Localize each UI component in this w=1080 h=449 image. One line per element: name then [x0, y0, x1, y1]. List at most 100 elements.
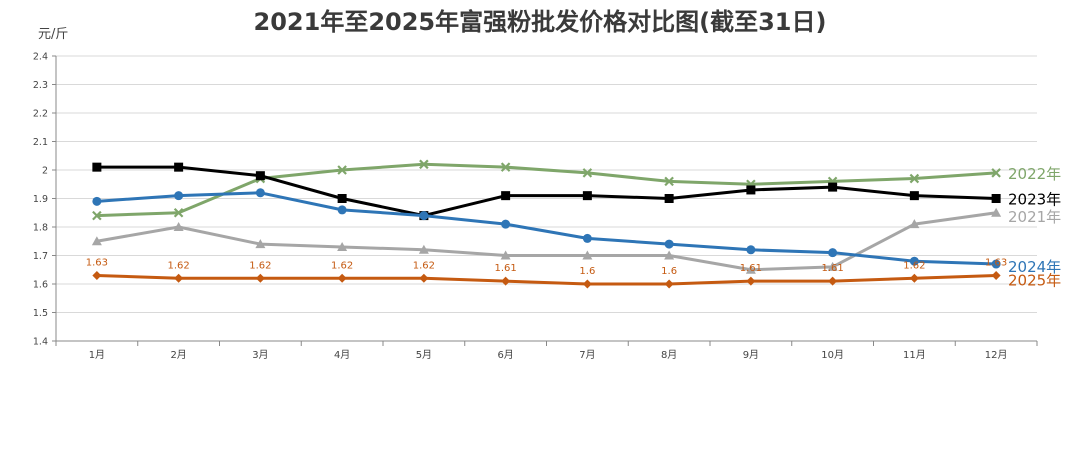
series-2025-point	[501, 276, 511, 286]
series-2021-point	[582, 250, 593, 260]
y-tick-label: 2.4	[33, 52, 48, 63]
series-2023-point	[92, 162, 102, 172]
data-label: 1.62	[331, 260, 353, 271]
series-2024-point	[746, 245, 756, 255]
series-2023-point	[991, 194, 1001, 203]
x-tick-label: 8月	[661, 349, 677, 361]
series-2021-point	[418, 244, 429, 254]
series-2021-point	[91, 236, 102, 246]
y-tick-label: 1.8	[33, 223, 48, 234]
series-2025-point	[746, 276, 756, 286]
series-2025-point	[255, 273, 265, 283]
data-label: 1.61	[821, 263, 843, 274]
series-2024-point	[255, 188, 265, 198]
series-2025-point	[174, 273, 184, 283]
series-2021-point	[909, 219, 920, 229]
series-2023-point	[828, 182, 838, 192]
series-2025-point	[582, 279, 592, 289]
data-label: 1.63	[86, 257, 108, 268]
series-2021-line	[96, 211, 997, 272]
y-tick-label: 1.5	[33, 308, 48, 319]
data-label: 1.62	[903, 260, 925, 271]
x-tick-label: 2月	[170, 349, 186, 361]
series-2021-point	[173, 222, 184, 231]
data-label: 1.61	[494, 263, 516, 274]
series-2025-point	[828, 276, 838, 286]
series-2023-line	[96, 165, 997, 218]
legend-entry: 2022年	[1008, 165, 1061, 183]
series-2022-point	[582, 168, 593, 178]
y-axis-label: 元/斤	[38, 27, 68, 42]
y-tick-label: 1.7	[33, 251, 48, 262]
series-2025-line	[96, 273, 997, 286]
series-2024-point	[501, 219, 511, 229]
data-label: 1.63	[985, 257, 1007, 268]
series-2024-line	[96, 191, 997, 266]
y-tick-label: 2.1	[33, 137, 48, 148]
x-tick-label: 3月	[252, 349, 268, 361]
series-2023-point	[337, 194, 347, 203]
legend-entry: 2024年	[1008, 258, 1061, 276]
y-tick-label: 2	[42, 166, 48, 177]
series-2024-point	[419, 211, 429, 221]
series-2022-point	[500, 162, 511, 172]
series-2022-point	[909, 173, 920, 184]
series-2023-point	[174, 162, 184, 172]
data-label: 1.62	[413, 260, 435, 271]
y-tick-label: 1.4	[33, 337, 48, 348]
data-label: 1.62	[167, 260, 189, 271]
x-tick-label: 4月	[334, 349, 350, 361]
series-2024-point	[991, 259, 1001, 269]
series-2022-line	[96, 162, 997, 218]
series-2022-point	[92, 210, 102, 221]
series-2021-point	[500, 250, 511, 260]
legend-entry: 2023年	[1008, 191, 1061, 209]
x-tick-label: 1月	[89, 349, 105, 361]
data-label: 1.62	[249, 260, 271, 271]
series-2025-point	[337, 273, 347, 283]
series-2024-point	[828, 248, 838, 258]
series-2025-point	[991, 270, 1001, 280]
x-tick-label: 5月	[416, 349, 432, 361]
series-2023-point	[909, 191, 919, 201]
legend-entry: 2025年	[1008, 271, 1061, 289]
series-2023-point	[255, 171, 265, 181]
data-label: 1.6	[579, 266, 595, 277]
x-tick-label: 10月	[821, 349, 844, 361]
y-tick-label: 2.2	[33, 109, 48, 120]
series-2025-point	[419, 273, 429, 283]
series-2024-point	[174, 191, 184, 201]
series-2021-point	[827, 261, 838, 271]
x-tick-label: 7月	[579, 349, 595, 361]
x-tick-label: 6月	[497, 349, 513, 361]
series-2024-point	[337, 205, 347, 215]
series-2024-point	[664, 239, 674, 249]
x-tick-label: 11月	[903, 349, 926, 361]
series-2022-point	[991, 168, 1001, 178]
series-2021-point	[664, 250, 675, 260]
y-tick-label: 1.6	[33, 280, 48, 291]
series-2021-point	[745, 264, 756, 274]
series-2021-point	[991, 207, 1002, 217]
series-2024-point	[92, 196, 102, 206]
data-label: 1.61	[740, 263, 762, 274]
series-2021-point	[255, 239, 266, 249]
series-2023-point	[582, 191, 592, 201]
y-tick-label: 2.3	[33, 80, 48, 91]
series-2022-point	[664, 176, 674, 187]
chart-title: 2021年至2025年富强粉批发价格对比图(截至31日)	[253, 8, 827, 36]
series-2022-point	[337, 165, 347, 175]
data-label: 1.6	[661, 266, 677, 277]
legend-entry: 2021年	[1008, 208, 1061, 226]
series-2023-point	[746, 185, 756, 195]
x-tick-label: 12月	[985, 349, 1008, 361]
series-2025-point	[664, 279, 674, 289]
series-2024-point	[909, 256, 919, 266]
y-tick-label: 1.9	[33, 194, 48, 205]
series-2023-point	[664, 194, 674, 203]
series-2025-point	[909, 273, 919, 283]
series-2022-point	[419, 159, 429, 170]
series-2023-point	[501, 191, 511, 201]
series-2024-point	[582, 233, 592, 243]
